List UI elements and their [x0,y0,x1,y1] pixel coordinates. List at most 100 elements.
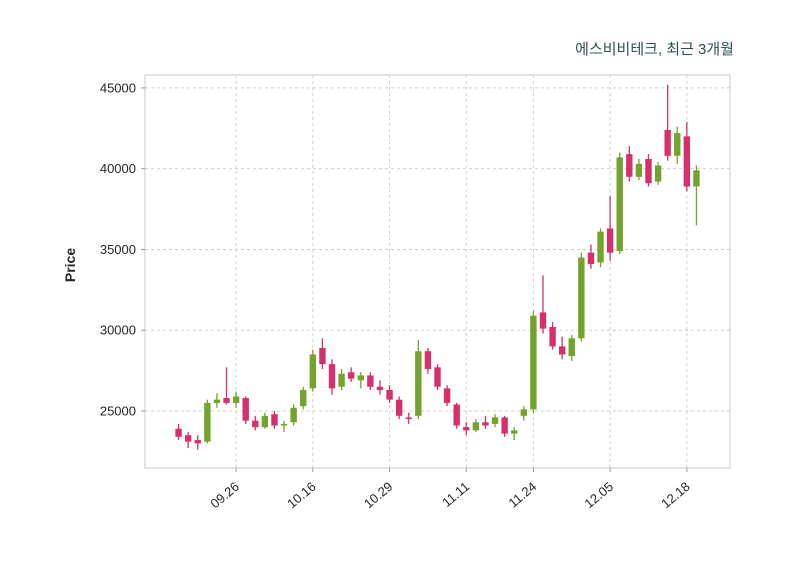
candle-body [232,396,240,403]
candle-up [511,427,518,441]
candle-down [319,338,326,369]
candle-body [568,338,575,357]
candle-body [491,417,499,424]
candle-down [347,367,355,382]
candle-down [558,336,566,360]
candle-down [539,275,547,334]
candle-body [405,417,412,420]
candle-body [415,351,422,416]
candle-body [472,422,480,431]
candle-down [367,372,374,390]
candle-body [443,388,451,403]
y-tick-label: 45000 [100,80,136,95]
candle-down [453,402,460,429]
candle-body [347,372,355,379]
candle-up [491,414,499,428]
candle-body [223,398,230,403]
candle-up [309,349,317,392]
candle-body [367,375,374,387]
candle-up [568,335,575,361]
candle-body [376,386,384,390]
candle-body [204,402,211,442]
candle-down [664,84,671,161]
candle-body [290,407,297,423]
candle-body [635,163,643,177]
candle-up [357,372,364,389]
candle-down [252,415,259,431]
candle-up [232,391,240,408]
candle-up [261,412,269,429]
candle-down [194,435,201,450]
candle-down [549,322,556,350]
candle-body [693,170,700,187]
candle-body [424,351,432,369]
candle-down [482,415,489,429]
candle-body [683,136,691,187]
candle-body [213,399,221,403]
candle-body [674,133,681,156]
candle-body [319,347,326,365]
x-tick-label: 09.26 [207,479,242,511]
candle-body [578,257,585,339]
candle-body [501,417,508,434]
candle-body [539,312,547,329]
candle-down [175,423,182,441]
candle-body [309,354,317,389]
candle-down [184,431,192,449]
y-tick-label: 25000 [100,403,136,418]
x-tick-label: 11.11 [439,479,472,510]
x-tick-label: 10.16 [284,479,319,511]
candle-up [472,419,480,432]
candle-body [482,422,489,426]
candle-body [395,399,403,416]
candle-body [606,228,614,253]
chart-title: 에스비비테크, 최근 3개월 [575,41,734,58]
candle-up [693,165,700,226]
candle-body [597,231,604,263]
candle-body [520,409,528,416]
candle-body [664,129,671,156]
candle-body [357,375,364,381]
candle-down [645,154,652,187]
candle-body [549,326,556,347]
candle-body [194,440,201,444]
candle-up [415,339,422,420]
candle-up [338,368,345,390]
candle-down [683,121,691,192]
candle-body [184,435,192,442]
candle-body [511,430,518,434]
candle-body [338,373,345,387]
candle-body [242,398,249,421]
candle-body [271,414,278,426]
candle-down [223,367,230,405]
candle-up [674,126,681,164]
candle-down [463,422,470,436]
x-tick-label: 11.24 [505,479,539,511]
candle-body [280,423,288,426]
candle-down [376,380,384,395]
candle-up [290,404,297,426]
candle-body [530,315,537,410]
candle-body [300,389,307,407]
candle-up [597,228,604,268]
candle-body [645,158,652,184]
candle-body [453,404,460,426]
candle-body [175,428,182,437]
candle-down [434,364,441,390]
candle-up [204,399,211,444]
candle-down [626,146,633,182]
candle-up [635,158,643,180]
candle-body [626,154,633,177]
y-tick-label: 35000 [100,242,136,257]
candle-down [424,347,432,374]
candle-down [386,385,393,403]
x-tick-label: 12.18 [658,479,693,511]
candle-body [252,420,259,428]
candle-body [328,364,336,389]
candle-up [300,386,307,410]
candle-down [501,415,508,437]
candle-body [558,346,566,355]
x-tick-label: 12.05 [581,479,616,511]
candle-body [587,252,595,264]
